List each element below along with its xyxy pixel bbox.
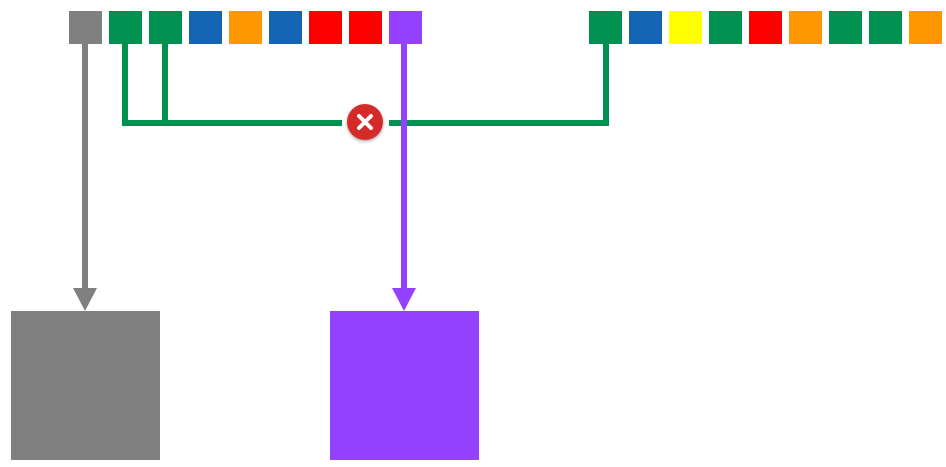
left-row-square-4-blue xyxy=(189,11,222,44)
gray-arrow xyxy=(73,44,97,311)
right-row-square-8-green xyxy=(869,11,902,44)
green-connector-left xyxy=(122,44,342,126)
right-row-square-3-yellow xyxy=(669,11,702,44)
purple-arrow xyxy=(392,44,416,311)
left-row-square-2-green xyxy=(109,11,142,44)
left-row-square-7-red xyxy=(309,11,342,44)
left-row-square-6-blue xyxy=(269,11,302,44)
left-row-square-9-purple xyxy=(389,11,422,44)
left-row-square-3-green xyxy=(149,11,182,44)
right-row-square-4-green xyxy=(709,11,742,44)
right-row-square-9-orange xyxy=(909,11,942,44)
purple-block xyxy=(330,311,479,460)
left-row-square-1-gray xyxy=(69,11,102,44)
left-row-square-8-red xyxy=(349,11,382,44)
left-row-square-5-orange xyxy=(229,11,262,44)
green-connector xyxy=(122,44,609,126)
right-row-square-5-red xyxy=(749,11,782,44)
right-row-square-7-green xyxy=(829,11,862,44)
right-row-square-6-orange xyxy=(789,11,822,44)
right-row-square-1-green xyxy=(589,11,622,44)
left-square-row xyxy=(69,11,422,44)
gray-block xyxy=(11,311,160,460)
right-row-square-2-blue xyxy=(629,11,662,44)
green-connector-right xyxy=(389,44,609,126)
right-square-row xyxy=(589,11,942,44)
error-icon xyxy=(347,104,383,140)
